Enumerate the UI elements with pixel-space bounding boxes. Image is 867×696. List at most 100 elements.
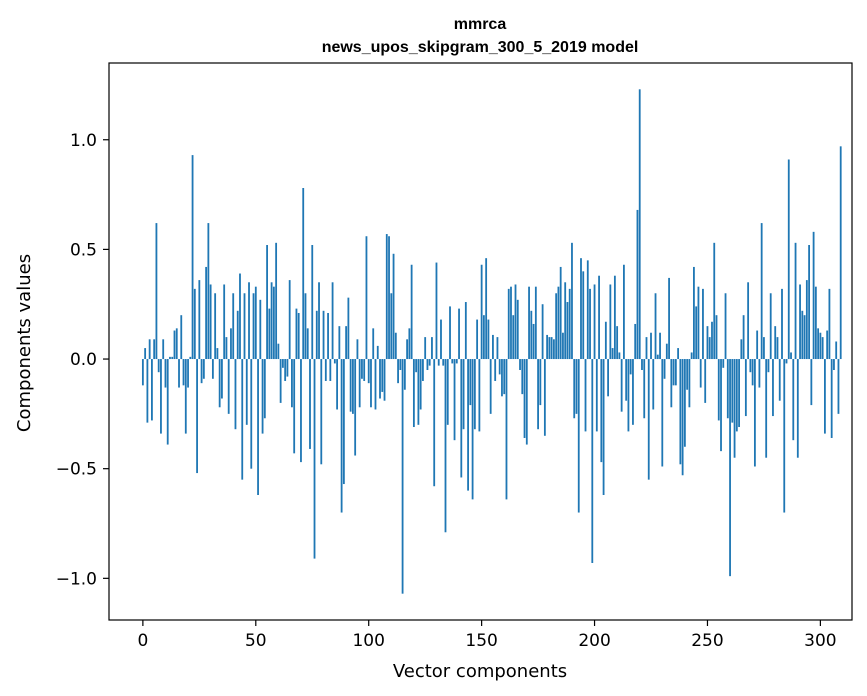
bar-component-127 (428, 359, 431, 366)
bar-component-107 (383, 359, 386, 401)
bar-component-40 (232, 293, 235, 360)
y-tick-label: −0.5 (56, 460, 97, 480)
bar-component-254 (715, 315, 718, 360)
bar-component-293 (803, 315, 806, 360)
bar-component-69 (297, 312, 300, 360)
bar-component-39 (230, 328, 232, 360)
bar-component-296 (810, 359, 813, 406)
bar-component-238 (679, 359, 682, 465)
y-tick-label: 0.0 (70, 350, 97, 370)
bar-component-45 (243, 293, 246, 360)
bar-component-187 (564, 282, 567, 360)
bar-component-298 (814, 286, 817, 360)
bar-component-261 (731, 359, 734, 423)
bar-component-133 (442, 359, 445, 366)
bar-component-245 (695, 306, 698, 360)
bar-component-307 (835, 341, 838, 360)
chart-title: mmrca (454, 16, 507, 33)
bar-component-47 (248, 282, 250, 360)
bar-component-105 (379, 359, 381, 399)
bar-component-196 (584, 359, 587, 432)
bar-component-280 (774, 326, 777, 360)
bar-component-270 (751, 359, 754, 386)
bar-component-214 (625, 359, 628, 401)
bar-component-91 (347, 297, 350, 360)
bar-component-147 (473, 359, 476, 430)
bar-component-234 (670, 359, 673, 408)
bar-component-164 (512, 315, 515, 360)
bar-component-287 (790, 352, 792, 360)
bar-component-46 (245, 359, 248, 425)
bar-component-81 (324, 359, 327, 381)
bar-component-119 (410, 264, 413, 360)
bar-component-19 (184, 359, 187, 434)
bar-component-276 (765, 359, 768, 458)
x-tick-label: 0 (137, 631, 148, 651)
bar-component-304 (828, 288, 831, 360)
bar-component-250 (706, 326, 709, 360)
bar-component-272 (756, 330, 759, 360)
bar-component-77 (315, 310, 318, 360)
bar-component-202 (598, 275, 600, 360)
bar-component-285 (785, 359, 788, 364)
bar-component-97 (361, 359, 363, 379)
bar-component-1 (144, 348, 147, 360)
bar-component-94 (354, 359, 357, 456)
bar-component-24 (196, 359, 198, 474)
bar-component-278 (769, 293, 772, 360)
bar-component-231 (663, 359, 666, 379)
bar-component-244 (693, 266, 695, 360)
bar-component-83 (329, 359, 332, 381)
y-axis-ticks: −1.0 −0.5 0.0 0.5 1.0 (56, 131, 109, 589)
bar-component-65 (288, 280, 291, 360)
y-axis-label: Components values (14, 254, 35, 432)
bar-component-100 (367, 359, 370, 384)
bar-component-22 (191, 155, 194, 360)
bar-component-236 (674, 359, 677, 386)
bar-component-87 (338, 326, 341, 360)
bar-component-154 (489, 359, 492, 414)
chart-subtitle: news_upos_skipgram_300_5_2019 model (322, 39, 639, 56)
bar-component-179 (546, 334, 549, 360)
bar-component-76 (313, 359, 316, 559)
bar-component-206 (607, 359, 609, 397)
x-tick-label: 300 (804, 631, 836, 651)
bar-component-306 (833, 359, 835, 370)
bar-component-60 (277, 343, 280, 360)
bar-component-43 (239, 273, 241, 360)
bar-component-52 (259, 299, 262, 360)
bar-component-268 (747, 282, 750, 360)
bar-component-44 (241, 359, 244, 480)
bar-component-72 (304, 293, 307, 360)
bar-component-289 (794, 242, 797, 360)
bar-component-50 (254, 286, 257, 360)
bar-component-255 (717, 359, 720, 421)
bar-component-183 (555, 293, 558, 360)
bar-component-27 (202, 359, 205, 379)
bar-component-195 (582, 271, 585, 360)
bar-component-294 (805, 280, 808, 360)
bar-component-89 (342, 359, 345, 485)
bar-component-55 (266, 245, 268, 360)
bar-component-269 (749, 359, 752, 373)
bar-component-42 (236, 310, 239, 360)
bar-component-41 (234, 359, 237, 430)
bar-component-114 (399, 359, 402, 370)
bar-component-171 (528, 286, 530, 360)
bar-component-181 (550, 337, 553, 360)
bar-component-292 (801, 310, 804, 360)
bar-component-257 (722, 359, 725, 368)
bar-component-185 (559, 266, 562, 360)
bar-component-247 (699, 359, 702, 388)
bar-component-241 (686, 359, 689, 390)
bar-component-212 (620, 359, 623, 412)
bar-component-166 (516, 299, 519, 360)
plot-frame (108, 62, 853, 621)
bar-component-217 (632, 359, 634, 425)
bar-component-128 (431, 337, 433, 360)
bar-component-157 (496, 337, 499, 360)
bar-component-82 (327, 312, 329, 360)
bar-component-300 (819, 332, 822, 360)
bar-component-88 (340, 359, 343, 513)
bar-component-197 (586, 260, 589, 360)
